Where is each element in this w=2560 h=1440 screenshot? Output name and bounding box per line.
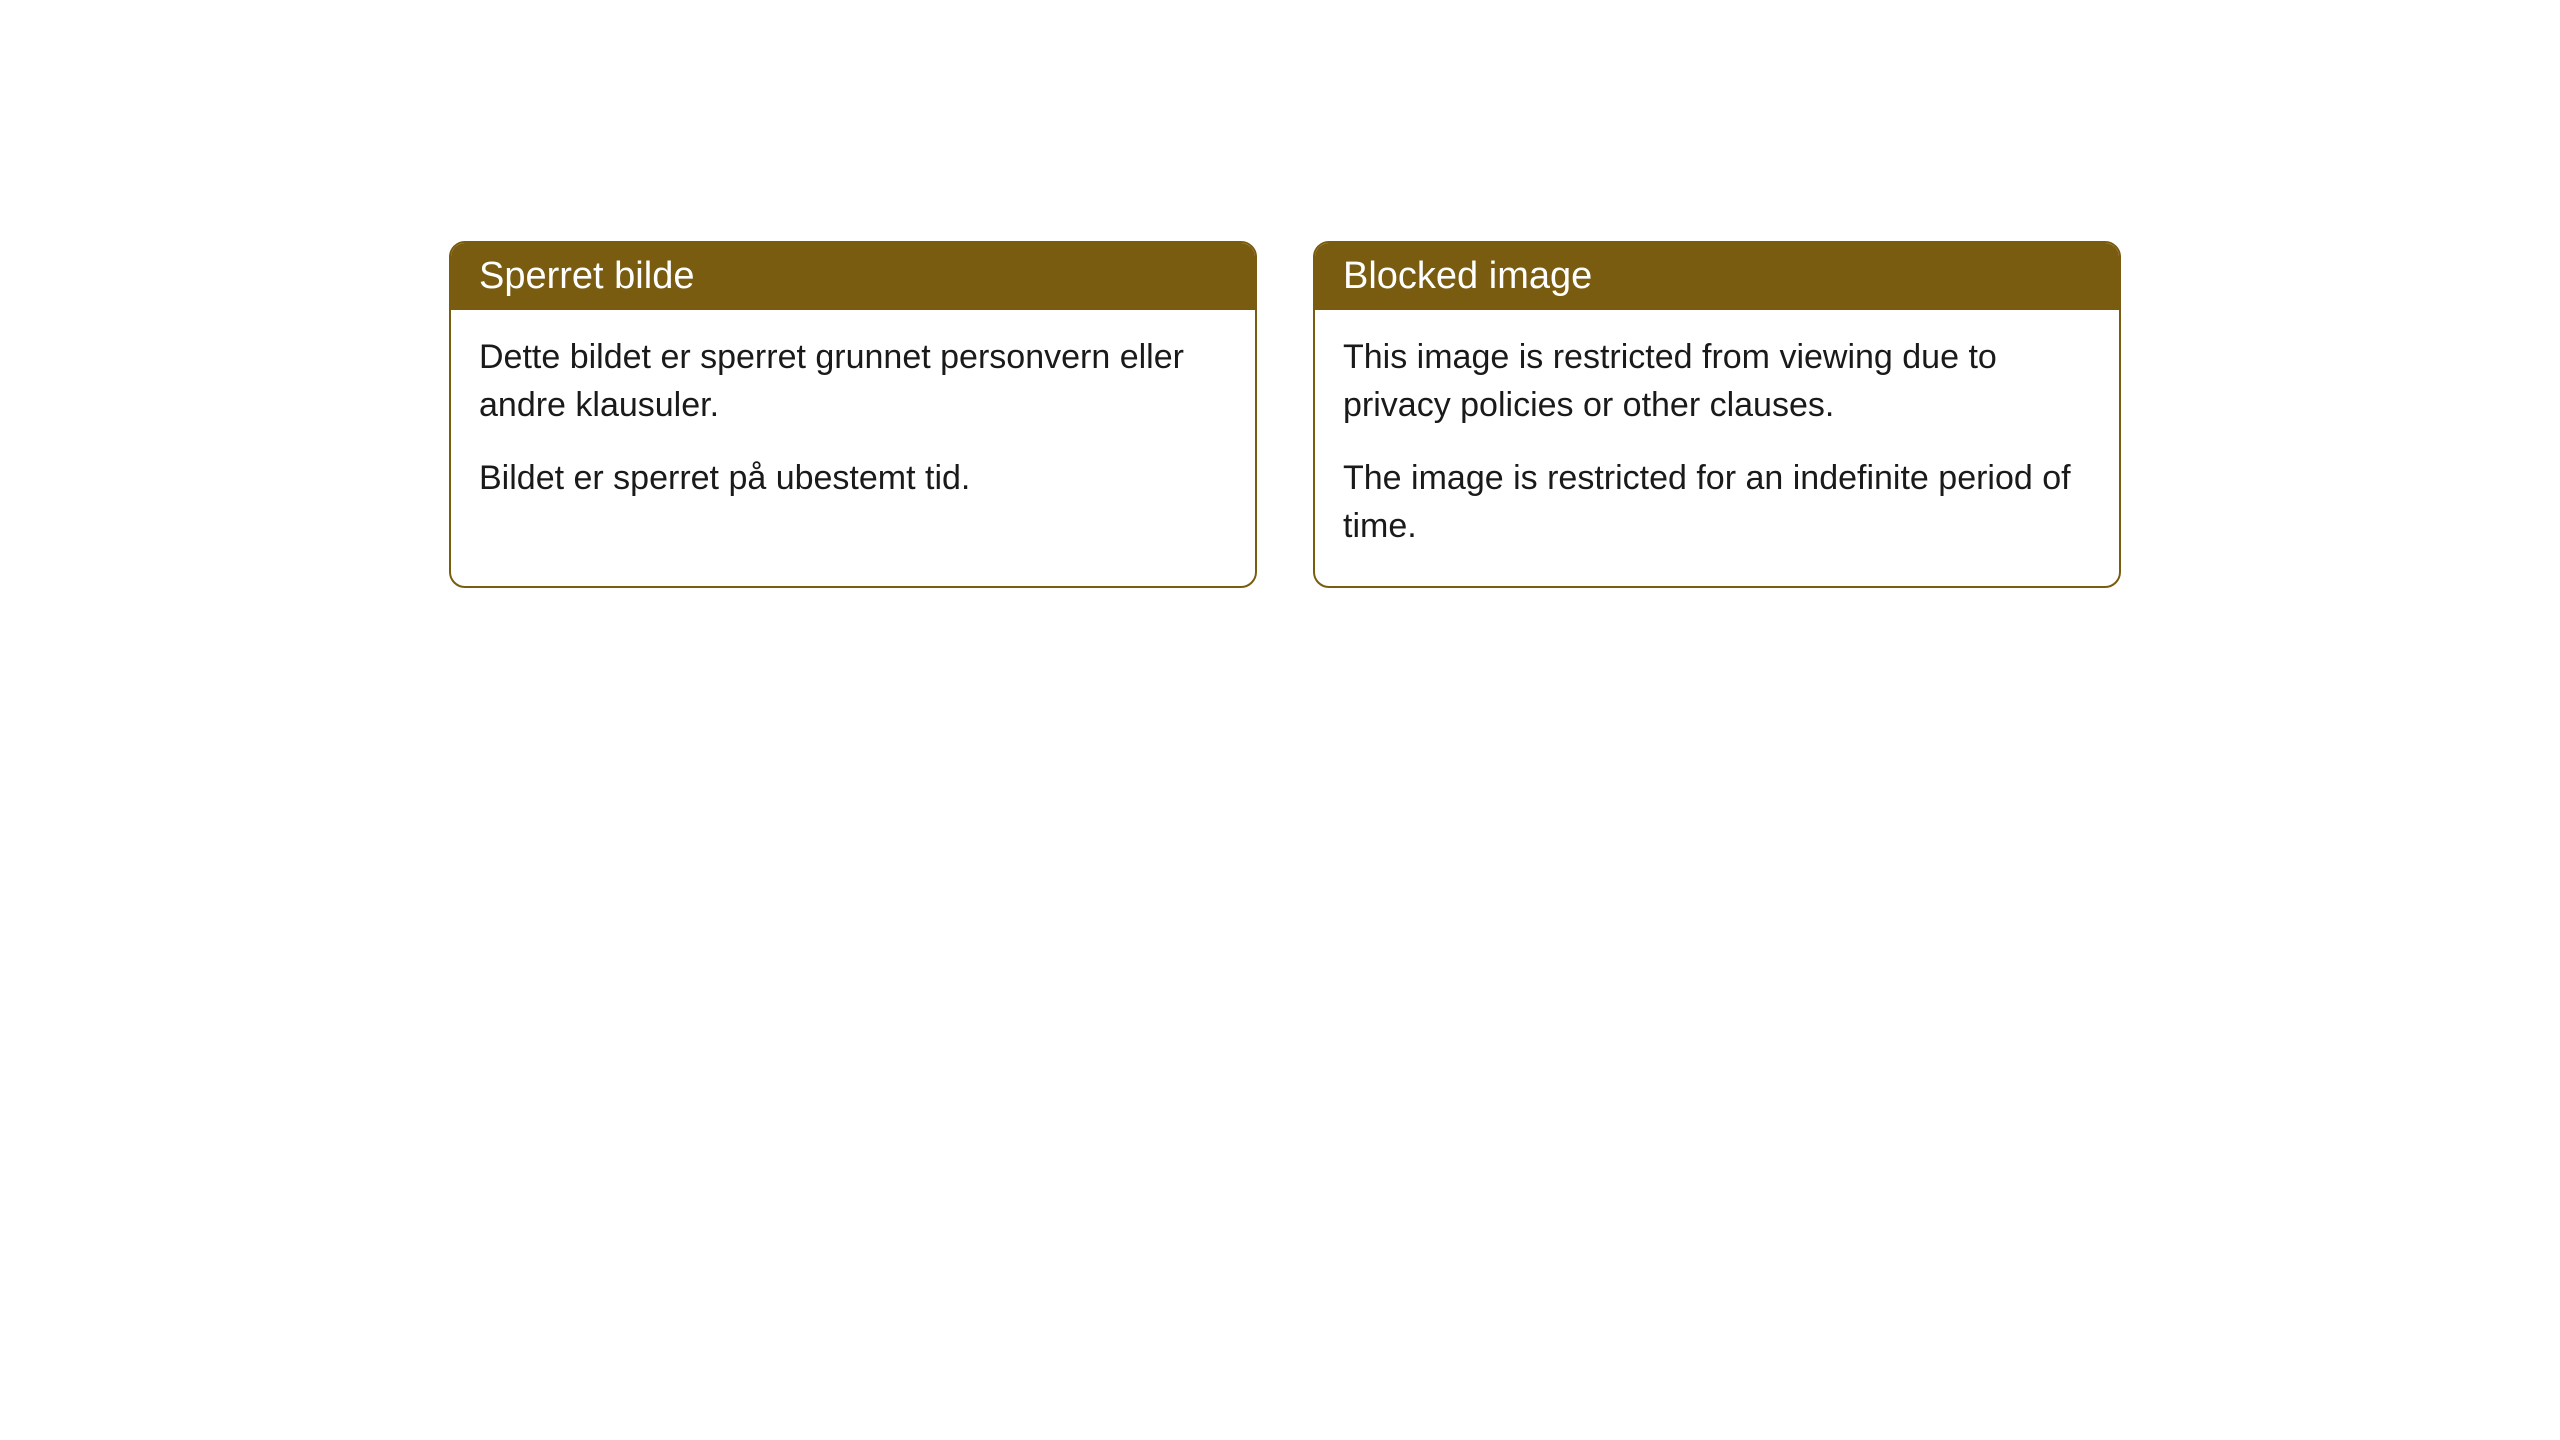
- card-title: Blocked image: [1343, 255, 1592, 297]
- card-body-english: This image is restricted from viewing du…: [1315, 310, 2119, 586]
- notice-card-english: Blocked image This image is restricted f…: [1313, 241, 2121, 588]
- card-paragraph: This image is restricted from viewing du…: [1343, 334, 2091, 429]
- card-paragraph: Dette bildet er sperret grunnet personve…: [479, 334, 1227, 429]
- notice-card-norwegian: Sperret bilde Dette bildet er sperret gr…: [449, 241, 1257, 588]
- card-body-norwegian: Dette bildet er sperret grunnet personve…: [451, 310, 1255, 539]
- card-paragraph: The image is restricted for an indefinit…: [1343, 455, 2091, 550]
- card-title: Sperret bilde: [479, 255, 694, 297]
- card-header-norwegian: Sperret bilde: [451, 243, 1255, 310]
- card-paragraph: Bildet er sperret på ubestemt tid.: [479, 455, 1227, 503]
- card-header-english: Blocked image: [1315, 243, 2119, 310]
- notice-cards-container: Sperret bilde Dette bildet er sperret gr…: [449, 241, 2121, 588]
